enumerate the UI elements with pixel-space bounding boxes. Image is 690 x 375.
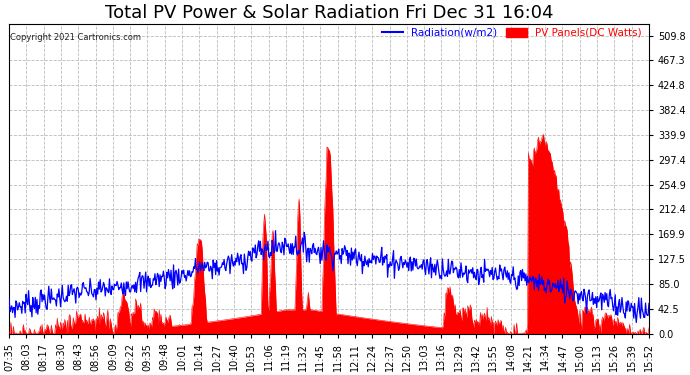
Title: Total PV Power & Solar Radiation Fri Dec 31 16:04: Total PV Power & Solar Radiation Fri Dec… <box>105 4 553 22</box>
Legend: Radiation(w/m2), PV Panels(DC Watts): Radiation(w/m2), PV Panels(DC Watts) <box>378 24 646 42</box>
Text: Copyright 2021 Cartronics.com: Copyright 2021 Cartronics.com <box>10 33 141 42</box>
